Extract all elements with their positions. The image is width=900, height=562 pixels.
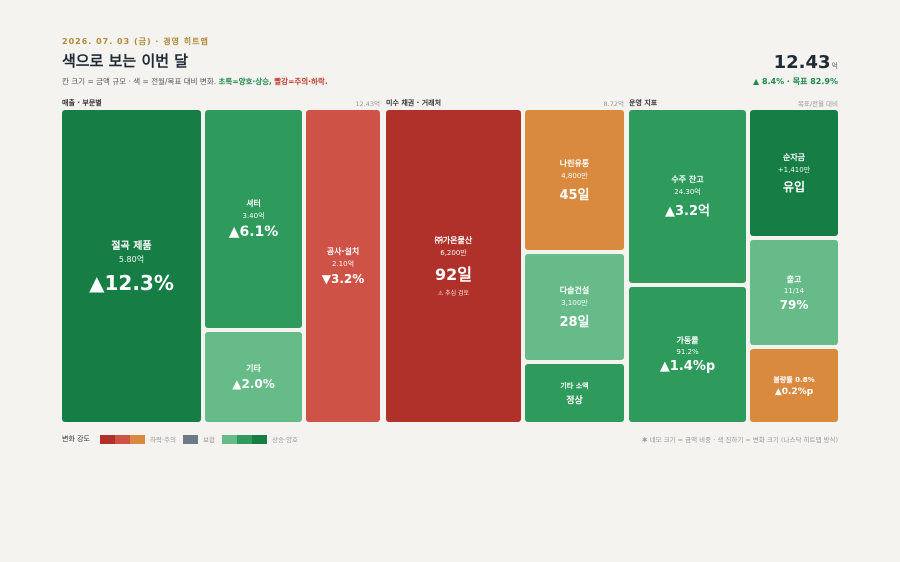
- subtitle-bad: 빨강=주의·하락.: [274, 77, 328, 86]
- section-total-ops: 목표/전월 대비: [797, 100, 838, 108]
- legend-swatch-green: [236, 434, 252, 444]
- tile-change: 정상: [566, 395, 583, 406]
- tile-recv-narin[interactable]: 나린유통 4,800만 45일: [525, 110, 624, 250]
- tile-ops-netcash[interactable]: 순자금 +1,410만 유입: [750, 110, 838, 236]
- legend-swatch-red: [115, 434, 130, 444]
- tile-revenue-shutter[interactable]: 셔터 3.40억 ▲6.1%: [205, 110, 302, 328]
- tile-change: ▲6.1%: [228, 224, 279, 240]
- tile-recv-other[interactable]: 기타 소액 정상: [525, 364, 624, 422]
- legend-swatch-strong-green: [251, 434, 267, 444]
- section-label-revenue: 매출 · 부문별: [62, 99, 102, 107]
- tile-change: ▼3.2%: [321, 272, 365, 286]
- tile-amount: +1,410만: [777, 165, 811, 174]
- page-subtitle: 칸 크기 = 금액 규모 · 색 = 전월/목표 대비 변화. 초록=양호·상승…: [62, 76, 328, 87]
- tile-name: 나린유통: [559, 158, 590, 168]
- tile-recv-dasol[interactable]: 다솔건설 3,100만 28일: [525, 254, 624, 360]
- tile-name: 절곡 제품: [111, 241, 152, 252]
- kpi-total: 12.43억: [774, 52, 838, 73]
- tile-change: 45일: [559, 187, 590, 203]
- kpi-value: 12.43: [773, 52, 831, 73]
- kpi-change: ▲ 8.4% · 목표 82.9%: [753, 77, 838, 86]
- tile-change: ▲1.4%p: [659, 359, 716, 374]
- legend-bad-text: 하락·주의: [150, 436, 176, 444]
- footnote: ✱ 네모 크기 = 금액 비중 · 색 진하기 = 변화 크기 (나스닥 히트맵…: [642, 436, 838, 444]
- tile-amount: 91.2%: [676, 348, 699, 356]
- tile-amount: 3.40억: [242, 212, 265, 220]
- section-total-revenue: 12.43억: [355, 100, 380, 108]
- subtitle-lead: 칸 크기 = 금액 규모 · 색 = 전월/목표 대비 변화.: [62, 77, 217, 86]
- tile-recv-gaon[interactable]: ㈜가온물산 6,200만 92일 ⚠ 추심 검토: [386, 110, 521, 422]
- tile-name: 수주 잔고: [671, 175, 704, 184]
- kpi-unit: 억: [831, 62, 838, 70]
- tile-name: 기타: [246, 364, 261, 373]
- tile-name: 기타 소액: [560, 381, 589, 390]
- legend: 변화 강도 하락·주의 보합 상승·양호: [62, 434, 305, 444]
- tile-name: ㈜가온물산: [434, 236, 473, 245]
- legend-label: 변화 강도: [62, 435, 90, 443]
- report-date: 2026. 07. 03 (금) · 경영 히트맵: [62, 37, 209, 46]
- tile-change: ▲0.2%p: [774, 386, 814, 397]
- tile-change: ▲12.3%: [89, 271, 174, 295]
- tile-name: 공사·설치: [326, 247, 360, 256]
- tile-amount: 4,800만: [561, 171, 588, 180]
- tile-note: ⚠ 추심 검토: [437, 290, 470, 297]
- legend-swatch-orange: [130, 434, 145, 444]
- page-title: 색으로 보는 이번 달: [62, 52, 189, 70]
- subtitle-good: 초록=양호·상승,: [218, 77, 272, 86]
- tile-amount: 6,200만: [440, 249, 467, 257]
- tile-amount: 3,100만: [561, 298, 588, 307]
- tile-amount: 24.30억: [674, 188, 701, 196]
- tile-ops-backlog[interactable]: 수주 잔고 24.30억 ▲3.2억: [629, 110, 746, 283]
- section-label-ops: 운영 지표: [629, 99, 658, 107]
- tile-amount: 2.10억: [331, 260, 355, 268]
- tile-change: ▲3.2억: [665, 204, 710, 219]
- tile-ops-shipping[interactable]: 출고 11/14 79%: [750, 240, 838, 345]
- legend-neutral-text: 보합: [203, 436, 215, 444]
- tile-name: 순자금: [782, 152, 806, 162]
- tile-change: 28일: [559, 314, 590, 330]
- legend-swatch-neutral: [183, 434, 198, 444]
- tile-change: 92일: [435, 265, 472, 284]
- section-label-receivables: 미수 채권 · 거래처: [386, 99, 442, 107]
- tile-name: 출고: [786, 274, 802, 284]
- tile-amount: 5.80억: [118, 255, 145, 264]
- tile-name: 불량률 0.8%: [773, 375, 815, 384]
- tile-ops-defect[interactable]: 불량률 0.8% ▲0.2%p: [750, 349, 838, 422]
- tile-name: 다솔건설: [559, 285, 590, 295]
- tile-revenue-other[interactable]: 기타 ▲2.0%: [205, 332, 302, 422]
- legend-swatch-light-green: [221, 434, 237, 444]
- section-total-receivables: 8.72억: [603, 100, 624, 108]
- legend-swatch-dark-red: [100, 434, 115, 444]
- tile-change: 79%: [779, 297, 809, 312]
- tile-amount: 11/14: [783, 286, 805, 295]
- tile-revenue-bending[interactable]: 절곡 제품 5.80억 ▲12.3%: [62, 110, 201, 422]
- legend-good-text: 상승·양호: [271, 436, 298, 444]
- tile-name: 가동률: [676, 336, 699, 345]
- tile-name: 셔터: [246, 199, 261, 208]
- tile-change: 유입: [782, 179, 806, 194]
- tile-change: ▲2.0%: [232, 377, 275, 391]
- tile-revenue-install[interactable]: 공사·설치 2.10억 ▼3.2%: [306, 110, 380, 422]
- tile-ops-utilization[interactable]: 가동률 91.2% ▲1.4%p: [629, 287, 746, 422]
